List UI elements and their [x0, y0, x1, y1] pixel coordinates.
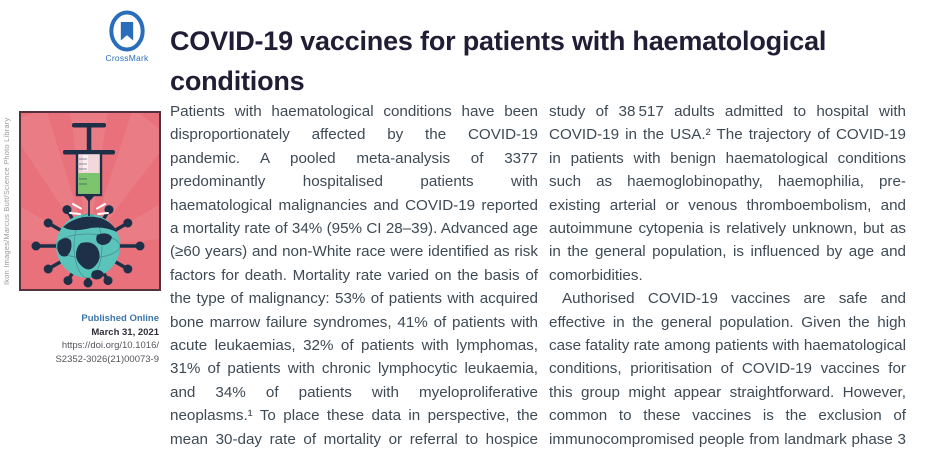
crossmark-badge[interactable]: CrossMark: [103, 10, 151, 63]
doi-link-line1[interactable]: https://doi.org/10.1016/: [61, 340, 159, 351]
paragraph: Patients with haematological conditions …: [170, 103, 538, 448]
text-column-2: study of 38 517 adults admitted to hospi…: [549, 100, 906, 452]
published-date: March 31, 2021: [91, 326, 159, 338]
doi-link-line2[interactable]: S2352-3026(21)00073-9: [55, 353, 159, 365]
publication-info: Published Online March 31, 2021 https://…: [10, 312, 159, 366]
paragraph: study of 38 517 adults admitted to hospi…: [549, 103, 906, 284]
text-column-1: Patients with haematological conditions …: [170, 100, 538, 452]
cover-illustration: [19, 111, 161, 291]
paragraph: Authorised COVID-19 vaccines are safe an…: [549, 290, 906, 448]
crossmark-label: CrossMark: [105, 53, 149, 63]
published-online-label: Published Online: [81, 313, 159, 324]
page-title: COVID-19 vaccines for patients with haem…: [170, 26, 827, 97]
syringe-virus-globe-illustration: [21, 113, 159, 289]
photo-credit: Ikon Images/Marcus Butt/Science Photo Li…: [2, 117, 11, 285]
crossmark-icon: [109, 10, 145, 52]
